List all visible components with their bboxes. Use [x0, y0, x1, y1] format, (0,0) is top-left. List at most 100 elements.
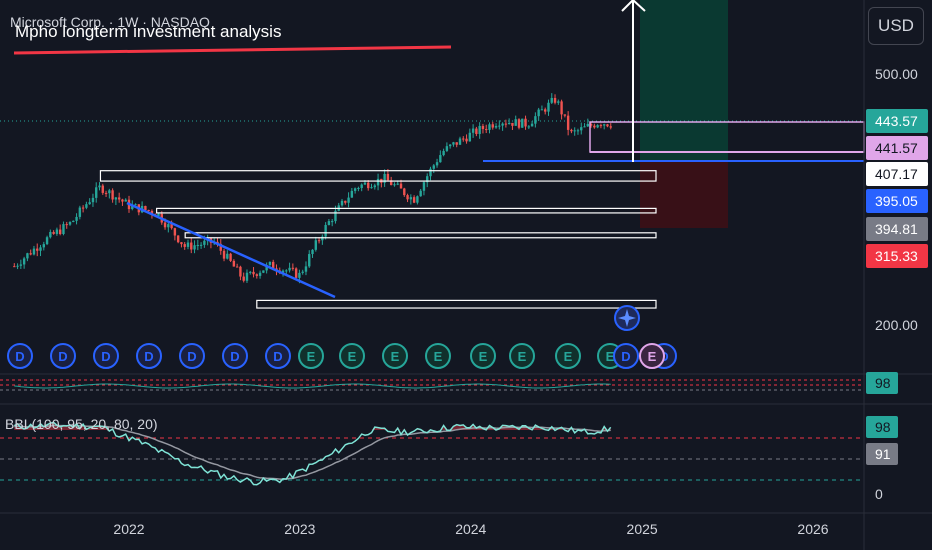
dividend-badge[interactable]: [7, 343, 33, 369]
bbi-tick-0: 0: [875, 486, 883, 502]
candle-body: [265, 264, 268, 271]
dividend-badge[interactable]: [265, 343, 291, 369]
candle-body: [308, 254, 311, 267]
dividend-badge-label: D: [15, 349, 24, 364]
support-zone-3[interactable]: [184, 232, 657, 239]
candle-body: [271, 261, 275, 269]
candle-body: [399, 183, 403, 189]
earnings-badge[interactable]: [470, 343, 496, 369]
candle-body: [22, 258, 26, 265]
candle-body: [373, 185, 376, 188]
bbi-average-line: [14, 424, 611, 480]
dividend-badge[interactable]: [179, 343, 205, 369]
dividend-badge[interactable]: [136, 343, 162, 369]
dividend-badge[interactable]: [93, 343, 119, 369]
price-tick-500: 500.00: [875, 66, 918, 82]
candle-body: [304, 266, 308, 272]
candle-body: [245, 272, 249, 281]
earnings-upcoming-badge[interactable]: [639, 343, 665, 369]
candle-body: [478, 125, 481, 135]
candle-body: [570, 129, 573, 132]
dividend-badge-label: D: [58, 349, 67, 364]
candle-body: [485, 129, 488, 131]
earnings-badge[interactable]: [555, 343, 581, 369]
bbi-tag-bg: [866, 416, 898, 438]
candle-body: [176, 235, 180, 243]
candle-body: [560, 101, 563, 115]
dividend-badge[interactable]: [222, 343, 248, 369]
candle-body: [36, 248, 39, 251]
candle-body: [321, 236, 324, 241]
price-tag-bg: [866, 136, 928, 160]
bbi-tag-bg: [866, 372, 898, 394]
candle-body: [95, 187, 98, 198]
candle-body: [573, 130, 576, 132]
candle-body: [114, 197, 118, 200]
long-position-loss-zone[interactable]: [640, 162, 728, 228]
candle-body: [347, 197, 350, 203]
candle-body: [72, 220, 75, 222]
candle-body: [511, 122, 514, 126]
candle-body: [150, 210, 154, 215]
descending-trendline[interactable]: [126, 201, 336, 299]
support-zone-2[interactable]: [156, 207, 657, 214]
candle-body: [524, 118, 527, 127]
candle-body: [219, 243, 222, 251]
candle-body: [111, 190, 114, 200]
event-badges[interactable]: DDDDDDDEEEEEEEEDDE: [7, 343, 677, 369]
bbi-indicator-pane[interactable]: BBI (100, 95, 20, 80, 20): [0, 416, 864, 486]
candle-body: [281, 270, 285, 273]
price-tick-200: 200.00: [875, 317, 918, 333]
candle-body: [416, 196, 419, 203]
earnings-badge[interactable]: [339, 343, 365, 369]
candle-body: [396, 183, 399, 185]
candle-body: [471, 128, 475, 133]
earnings-badge[interactable]: [509, 343, 535, 369]
alert-star-icon[interactable]: [614, 305, 640, 331]
candle-body: [547, 102, 550, 112]
candle-body: [291, 267, 295, 269]
bbi-line: [13, 421, 612, 486]
earnings-badge[interactable]: [425, 343, 451, 369]
dividend-badge[interactable]: [613, 343, 639, 369]
candle-body: [488, 124, 491, 130]
candle-body: [32, 248, 36, 255]
candle-body: [91, 197, 95, 203]
projection-arrow-head: [621, 0, 646, 12]
earnings-upcoming-badge-label: E: [648, 349, 657, 364]
support-zones[interactable]: [99, 170, 657, 309]
candle-body: [255, 274, 259, 276]
candle-body: [435, 162, 439, 166]
candle-body: [475, 128, 478, 135]
earnings-badge[interactable]: [298, 343, 324, 369]
candle-body: [540, 109, 544, 111]
dividend-badge[interactable]: [50, 343, 76, 369]
candle-body: [258, 272, 262, 276]
candle-body: [537, 109, 540, 117]
candle-body: [340, 200, 344, 206]
candle-body: [157, 213, 160, 217]
candle-body: [393, 184, 396, 186]
candle-body: [262, 270, 265, 273]
earnings-badge[interactable]: [382, 343, 408, 369]
candle-body: [370, 187, 373, 189]
candle-body: [226, 253, 229, 259]
support-zone-4[interactable]: [256, 299, 657, 309]
candle-body: [193, 245, 196, 250]
support-zone-1[interactable]: [99, 170, 657, 182]
bbi-tag-2: 91: [875, 446, 891, 462]
candle-body: [232, 260, 236, 267]
candle-body: [517, 119, 521, 128]
candle-body: [327, 221, 331, 225]
candle-body: [229, 253, 232, 261]
candle-body: [268, 261, 272, 265]
earnings-badge-label: E: [606, 349, 615, 364]
candle-body: [98, 185, 101, 188]
currency-button[interactable]: USD: [868, 7, 924, 45]
candle-body: [121, 199, 124, 202]
candle-body: [386, 173, 390, 181]
long-position-profit-zone[interactable]: [640, 0, 728, 162]
candle-body: [583, 126, 586, 128]
price-tag-394.81: 394.81: [875, 221, 918, 237]
